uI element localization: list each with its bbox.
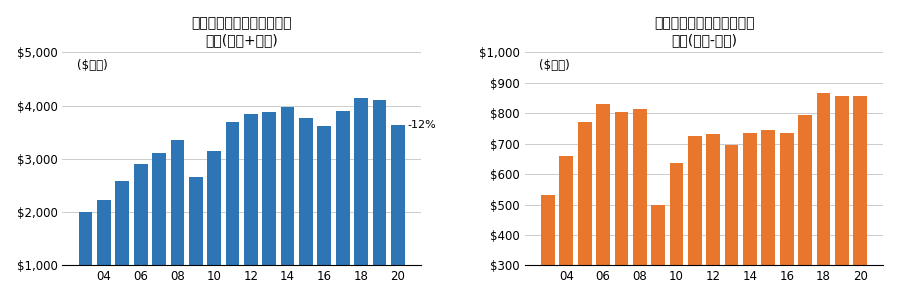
- Bar: [281, 106, 294, 300]
- Bar: [355, 98, 368, 300]
- Bar: [189, 178, 202, 300]
- Bar: [652, 205, 665, 300]
- Bar: [798, 115, 812, 300]
- Bar: [318, 126, 331, 300]
- Bar: [152, 153, 166, 300]
- Bar: [596, 104, 610, 300]
- Bar: [578, 122, 591, 300]
- Title: 美國與世界各國商品貿易的
總量(進口+出口): 美國與世界各國商品貿易的 總量(進口+出口): [192, 17, 292, 47]
- Bar: [688, 136, 702, 300]
- Bar: [207, 151, 221, 300]
- Title: 美國與世界各國商品貿易的
逆差(進口-出口): 美國與世界各國商品貿易的 逆差(進口-出口): [653, 17, 754, 47]
- Bar: [541, 195, 554, 300]
- Bar: [835, 96, 849, 300]
- Bar: [134, 164, 148, 300]
- Bar: [779, 133, 794, 300]
- Bar: [743, 133, 757, 300]
- Text: ($十億): ($十億): [76, 58, 107, 72]
- Bar: [633, 109, 647, 300]
- Bar: [853, 96, 867, 300]
- Bar: [391, 125, 405, 300]
- Bar: [299, 118, 313, 300]
- Bar: [761, 130, 775, 300]
- Bar: [263, 112, 276, 300]
- Bar: [373, 100, 386, 300]
- Bar: [170, 140, 184, 300]
- Bar: [97, 200, 111, 300]
- Bar: [244, 113, 257, 300]
- Bar: [670, 164, 683, 300]
- Bar: [615, 112, 628, 300]
- Bar: [336, 111, 349, 300]
- Text: -12%: -12%: [407, 120, 436, 130]
- Bar: [560, 156, 573, 300]
- Bar: [724, 145, 739, 300]
- Bar: [816, 93, 831, 300]
- Bar: [78, 212, 93, 300]
- Bar: [226, 122, 239, 300]
- Text: ($十億): ($十億): [539, 58, 570, 72]
- Bar: [115, 181, 130, 300]
- Bar: [706, 134, 720, 300]
